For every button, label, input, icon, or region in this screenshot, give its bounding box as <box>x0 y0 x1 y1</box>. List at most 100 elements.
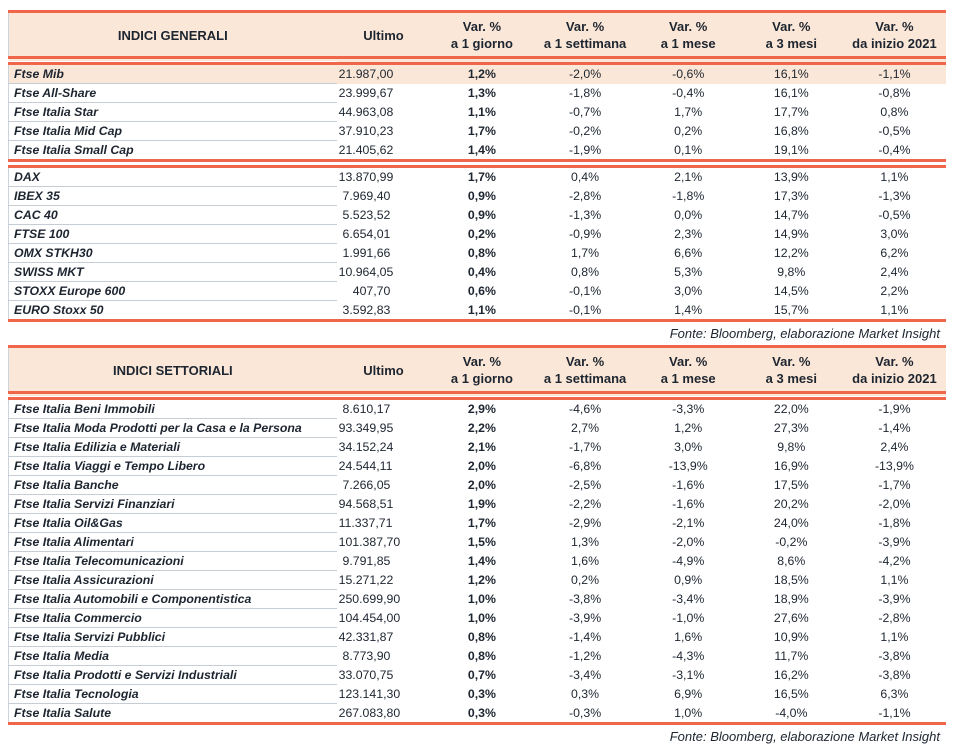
var-1-giorno-value: 0,3% <box>467 705 496 720</box>
table-row: Ftse Italia Viaggi e Tempo Libero 24.544,… <box>8 456 947 476</box>
sector-indices-group: Ftse Italia Beni Immobili 8.610,17 2,9% -4,… <box>8 395 947 724</box>
var-da-inizio-2021-value: -2,8% <box>878 611 911 625</box>
ultimo-value: 13.870,99 <box>336 159 431 187</box>
column-header-var-1-mese: Var. % a 1 mese <box>636 11 740 65</box>
indici-generali-section: INDICI GENERALI Ultimo Var. % a 1 giorno … <box>8 10 946 345</box>
var-3-mesi-value: -0,2% <box>775 535 808 549</box>
var-1-giorno-value: 0,2% <box>467 227 496 241</box>
table-row: SWISS MKT 10.964,05 0,4% 0,8% 5,3% 9,8% 2,4% <box>8 262 947 282</box>
var-1-giorno-value: 1,4% <box>467 142 496 157</box>
table-row: DAX 13.870,99 1,7% 0,4% 2,1% 13,9% 1,1% <box>8 159 946 187</box>
var-1-giorno-value: 0,8% <box>467 246 496 260</box>
var-3-mesi-value: 17,3% <box>773 189 809 203</box>
table-row: Ftse Italia Edilizia e Materiali 34.152,2… <box>8 437 947 457</box>
var-3-mesi-value: -4,0% <box>775 705 808 720</box>
index-name: Ftse Italia Telecomunicazioni <box>8 551 337 571</box>
var-3-mesi-value: 16,1% <box>739 60 843 84</box>
var-1-mese-value: -1,6% <box>672 497 705 511</box>
var-da-inizio-2021-value: -13,9% <box>874 459 914 473</box>
var-da-inizio-2021-value: -1,9% <box>878 402 911 417</box>
column-header-line1: Var. % <box>875 354 914 369</box>
var-3-mesi-value: 20,2% <box>773 497 809 511</box>
var-1-mese-value: 0,0% <box>674 208 703 222</box>
ultimo-value: 21.987,00 <box>336 60 431 84</box>
column-header-var-3-mesi: Var. % a 3 mesi <box>739 346 843 400</box>
var-1-mese-value: 2,3% <box>674 227 703 241</box>
column-header-var-1-giorno: Var. % a 1 giorno <box>430 346 534 400</box>
var-1-settimana-value: 0,2% <box>571 573 600 587</box>
index-name: FTSE 100 <box>8 224 337 244</box>
var-3-mesi-value: 18,9% <box>773 592 809 606</box>
var-1-settimana-value: -2,5% <box>569 478 602 492</box>
index-name: Ftse Italia Edilizia e Materiali <box>8 437 337 457</box>
var-1-giorno-value: 0,6% <box>467 284 496 298</box>
index-name: Ftse Italia Viaggi e Tempo Libero <box>8 456 337 476</box>
column-header-line2: a 3 mesi <box>765 371 817 386</box>
index-name: Ftse Italia Automobili e Componentistica <box>8 589 337 609</box>
column-header-line1: Var. % <box>462 354 502 369</box>
source-note: Fonte: Bloomberg, elaborazione Market In… <box>669 729 940 744</box>
var-1-settimana-value: -1,7% <box>569 440 602 454</box>
var-1-settimana-value: 0,3% <box>571 687 600 701</box>
table-row: Ftse Italia Prodotti e Servizi Industria… <box>8 665 947 685</box>
ultimo-value: 37.910,23 <box>338 124 394 138</box>
var-3-mesi-value: 10,9% <box>773 630 809 644</box>
table-row: STOXX Europe 600 407,70 0,6% -0,1% 3,0% 14,5%… <box>8 281 947 301</box>
table-row: Ftse Italia Commercio 104.454,00 1,0% -3,9%… <box>8 608 947 628</box>
table-row: Ftse Italia Small Cap 21.405,62 1,4% -1,9% 0… <box>9 141 947 164</box>
var-1-settimana-value: -3,9% <box>569 611 602 625</box>
var-1-settimana-value: -1,3% <box>569 208 602 222</box>
index-name: SWISS MKT <box>8 262 337 282</box>
var-1-settimana-value: -0,3% <box>569 705 602 720</box>
index-name: Ftse Italia Moda Prodotti per la Casa e … <box>8 418 337 438</box>
var-da-inizio-2021-value: -4,2% <box>878 554 911 568</box>
var-1-mese-value: 3,0% <box>674 284 703 298</box>
var-1-giorno-value: 2,0% <box>467 459 496 473</box>
column-header-var-1-settimana: Var. % a 1 settimana <box>533 11 637 65</box>
var-1-mese-value: -3,4% <box>672 592 705 606</box>
var-da-inizio-2021-value: -3,9% <box>878 535 911 549</box>
column-header-line1: Var. % <box>669 19 708 34</box>
ultimo-value: 21.405,62 <box>338 142 394 157</box>
ultimo-value: 123.141,30 <box>338 687 401 701</box>
var-1-settimana-value: -0,7% <box>569 105 602 119</box>
ultimo-value: 3.592,83 <box>342 302 391 317</box>
var-3-mesi-value: 9,8% <box>777 440 806 454</box>
var-1-settimana-value: 0,4% <box>533 159 637 187</box>
table-row: Ftse Italia Oil&Gas 11.337,71 1,7% -2,9% -2,… <box>8 513 947 533</box>
var-3-mesi-value: 14,9% <box>773 227 809 241</box>
var-da-inizio-2021-value: 6,3% <box>880 687 909 701</box>
ultimo-value: 267.083,80 <box>338 705 401 720</box>
var-1-settimana-value: -0,2% <box>569 124 602 138</box>
column-header-line1: Var. % <box>462 19 502 34</box>
column-header-var-1-settimana: Var. % a 1 settimana <box>533 346 637 400</box>
column-header-ultimo: Ultimo <box>336 346 431 400</box>
index-name: OMX STKH30 <box>8 243 337 263</box>
table-title-indici-settoriali: INDICI SETTORIALI <box>8 346 337 400</box>
var-da-inizio-2021-value: -0,4% <box>878 142 911 157</box>
index-name: Ftse Italia Tecnologia <box>8 684 337 704</box>
var-da-inizio-2021-value: 0,8% <box>880 105 909 119</box>
var-1-giorno-value: 0,9% <box>467 208 496 222</box>
var-1-giorno-value: 2,2% <box>467 421 496 435</box>
column-header-var-1-giorno: Var. % a 1 giorno <box>430 11 534 65</box>
index-name: Ftse All-Share <box>8 83 337 103</box>
ultimo-value: 42.331,87 <box>338 630 394 644</box>
var-3-mesi-value: 13,9% <box>739 159 843 187</box>
table-title-indici-generali: INDICI GENERALI <box>8 11 337 65</box>
var-3-mesi-value: 17,7% <box>773 105 809 119</box>
index-name: Ftse Italia Star <box>8 102 337 122</box>
var-1-mese-value: 1,4% <box>674 302 703 317</box>
ultimo-value: 104.454,00 <box>338 611 401 625</box>
var-1-mese-value: -2,1% <box>672 516 705 530</box>
column-header-var-da-inizio-2021: Var. % da inizio 2021 <box>842 11 946 65</box>
var-1-giorno-value: 1,4% <box>467 554 496 568</box>
table-row: Ftse Italia Media 8.773,90 0,8% -1,2% -4,3% 1… <box>8 646 947 666</box>
var-da-inizio-2021-value: -1,8% <box>878 516 911 530</box>
ultimo-value: 44.963,08 <box>338 105 394 119</box>
var-1-mese-value: 3,0% <box>674 440 703 454</box>
var-da-inizio-2021-value: 2,2% <box>880 284 909 298</box>
var-3-mesi-value: 9,8% <box>777 265 806 279</box>
var-1-settimana-value: -0,1% <box>569 302 602 317</box>
column-header-ultimo: Ultimo <box>336 11 431 65</box>
